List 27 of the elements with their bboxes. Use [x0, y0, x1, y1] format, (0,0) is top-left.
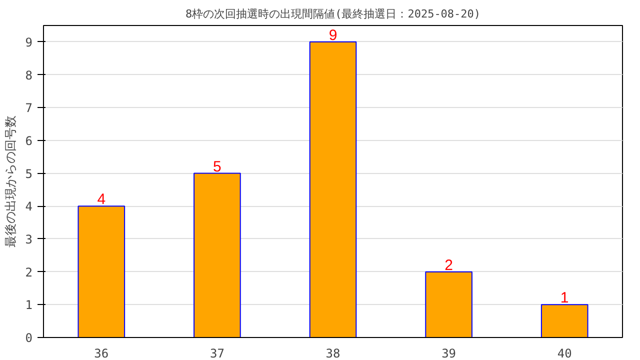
y-tick-label: 9	[25, 35, 33, 50]
bar	[309, 41, 357, 338]
data-label: 5	[213, 158, 222, 176]
bar	[194, 172, 241, 338]
bar	[540, 304, 588, 338]
y-tick-label: 1	[25, 298, 33, 312]
y-tick-label: 8	[25, 68, 33, 82]
chart-title: 8枠の次回抽選時の出現間隔値(最終抽選日：2025-08-20)	[185, 8, 481, 20]
y-tick-label: 5	[25, 166, 33, 181]
data-label: 2	[444, 256, 453, 274]
bar	[425, 271, 472, 338]
data-label: 4	[97, 191, 106, 208]
y-tick-label: 2	[25, 265, 33, 280]
y-axis-title: 最後の出現からの回号数	[3, 116, 18, 248]
x-tick-label: 38	[326, 346, 340, 360]
y-tick-label: 4	[25, 200, 33, 214]
x-tick-label: 36	[94, 346, 109, 360]
y-tick-label: 0	[25, 331, 33, 345]
data-label: 1	[560, 290, 569, 307]
x-tick-label: 39	[442, 346, 456, 360]
y-tick-label: 6	[25, 134, 33, 148]
x-tick-label: 37	[210, 346, 224, 360]
y-tick-label: 7	[25, 101, 33, 116]
data-label: 9	[328, 26, 338, 44]
y-tick-label: 3	[25, 232, 33, 246]
x-tick-label: 40	[557, 346, 572, 360]
bar	[78, 206, 126, 338]
